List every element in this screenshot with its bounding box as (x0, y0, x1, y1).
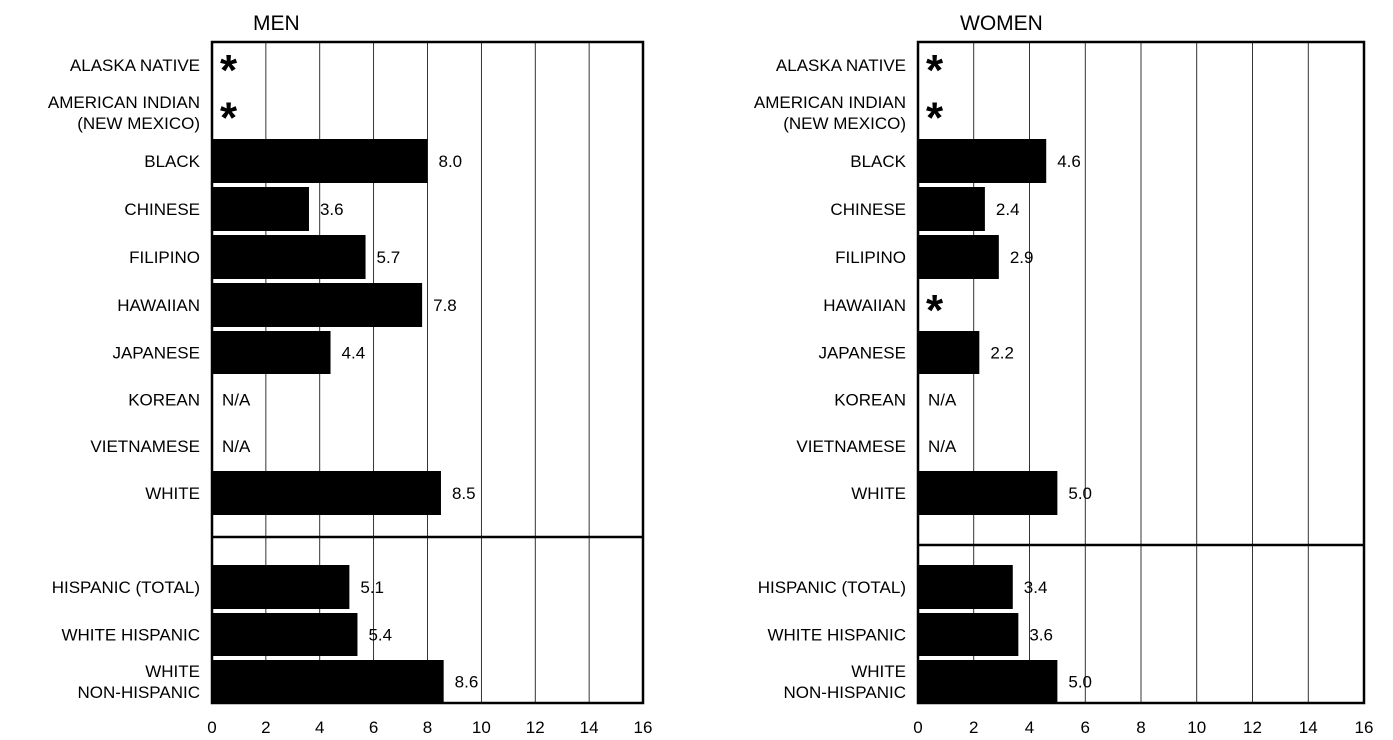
suppressed-marker: * (926, 94, 944, 143)
bar-hispanic-total (212, 565, 350, 609)
x-tick-label: 10 (1187, 718, 1206, 737)
category-label-chinese: CHINESE (124, 200, 200, 219)
x-tick-label: 14 (580, 718, 599, 737)
bar-white-non-hispanic (212, 660, 444, 703)
category-label-white-hispanic: WHITE HISPANIC (767, 626, 906, 645)
suppressed-marker: * (926, 286, 944, 335)
category-label-vietnamese: VIETNAMESE (90, 437, 200, 456)
data-label: 5.0 (1068, 484, 1092, 503)
data-label: 5.4 (368, 626, 392, 645)
data-label: 8.6 (455, 673, 479, 692)
bar-white-non-hispanic (918, 660, 1058, 703)
category-label-white: WHITE (851, 484, 906, 503)
data-label: 2.4 (996, 200, 1020, 219)
x-tick-label: 12 (526, 718, 545, 737)
category-label-filipino: FILIPINO (129, 248, 200, 267)
bar-white-hispanic (918, 613, 1019, 656)
category-label-american-indian-new-mexico: (NEW MEXICO) (783, 114, 906, 133)
bar-white (212, 471, 441, 515)
category-label-alaska-native: ALASKA NATIVE (776, 56, 906, 75)
data-label: 5.1 (360, 578, 384, 597)
data-label: 8.5 (452, 484, 476, 503)
bar-filipino (918, 235, 999, 279)
x-tick-label: 8 (423, 718, 432, 737)
bar-white (918, 471, 1058, 515)
x-tick-label: 0 (207, 718, 216, 737)
data-label: 8.0 (439, 152, 463, 171)
category-label-korean: KOREAN (128, 391, 200, 410)
category-label-alaska-native: ALASKA NATIVE (70, 56, 200, 75)
bar-filipino (212, 235, 366, 279)
category-label-black: BLACK (144, 152, 200, 171)
not-available-label: N/A (222, 437, 251, 456)
x-tick-label: 12 (1243, 718, 1262, 737)
bar-black (918, 139, 1047, 183)
category-label-hispanic-total: HISPANIC (TOTAL) (52, 578, 200, 597)
category-label-japanese: JAPANESE (112, 344, 200, 363)
data-label: 2.9 (1010, 248, 1034, 267)
category-label-white-hispanic: WHITE HISPANIC (61, 626, 200, 645)
x-tick-label: 0 (913, 718, 922, 737)
data-label: 7.8 (433, 296, 457, 315)
category-label-japanese: JAPANESE (818, 344, 906, 363)
category-label-american-indian-new-mexico: AMERICAN INDIAN (754, 93, 906, 112)
category-label-black: BLACK (850, 152, 906, 171)
x-tick-label: 4 (1025, 718, 1034, 737)
bar-hawaiian (212, 283, 423, 327)
bar-black (212, 139, 428, 183)
category-label-white-non-hispanic: WHITE (851, 662, 906, 681)
category-label-american-indian-new-mexico: (NEW MEXICO) (77, 114, 200, 133)
category-label-chinese: CHINESE (830, 200, 906, 219)
x-tick-label: 2 (261, 718, 270, 737)
category-label-white-non-hispanic: NON-HISPANIC (784, 683, 906, 702)
category-label-hawaiian: HAWAIIAN (823, 296, 906, 315)
data-label: 3.6 (1029, 626, 1053, 645)
category-label-american-indian-new-mexico: AMERICAN INDIAN (48, 93, 200, 112)
x-tick-label: 14 (1299, 718, 1318, 737)
x-tick-label: 16 (1355, 718, 1374, 737)
category-label-white-non-hispanic: WHITE (145, 662, 200, 681)
bar-chinese (918, 187, 985, 231)
bar-japanese (918, 331, 980, 374)
category-label-hispanic-total: HISPANIC (TOTAL) (758, 578, 906, 597)
category-label-white-non-hispanic: NON-HISPANIC (78, 683, 200, 702)
data-label: 2.2 (990, 344, 1014, 363)
x-tick-label: 2 (969, 718, 978, 737)
not-available-label: N/A (928, 391, 957, 410)
not-available-label: N/A (928, 437, 957, 456)
bar-hispanic-total (918, 565, 1013, 609)
not-available-label: N/A (222, 391, 251, 410)
bar-white-hispanic (212, 613, 358, 656)
data-label: 5.0 (1068, 673, 1092, 692)
category-label-hawaiian: HAWAIIAN (117, 296, 200, 315)
category-label-vietnamese: VIETNAMESE (796, 437, 906, 456)
data-label: 3.4 (1024, 578, 1048, 597)
x-tick-label: 16 (634, 718, 653, 737)
x-tick-label: 6 (369, 718, 378, 737)
x-tick-label: 6 (1081, 718, 1090, 737)
chart-title: WOMEN (960, 12, 1043, 35)
data-label: 4.4 (342, 344, 366, 363)
data-label: 4.6 (1057, 152, 1081, 171)
x-tick-label: 4 (315, 718, 324, 737)
bar-chinese (212, 187, 309, 231)
data-label: 3.6 (320, 200, 344, 219)
x-tick-label: 8 (1136, 718, 1145, 737)
women-chart-panel: WOMEN 0 2 4 6 8 10 12 14 16 ALASKA NATIVE * AMERICAN… (754, 12, 1374, 737)
category-label-korean: KOREAN (834, 391, 906, 410)
suppressed-marker: * (220, 46, 238, 95)
suppressed-marker: * (220, 94, 238, 143)
chart-title: MEN (253, 12, 300, 35)
category-label-filipino: FILIPINO (835, 248, 906, 267)
category-label-white: WHITE (145, 484, 200, 503)
x-tick-label: 10 (472, 718, 491, 737)
suppressed-marker: * (926, 46, 944, 95)
data-label: 5.7 (377, 248, 401, 267)
men-chart-panel: MEN 0 2 4 6 8 10 12 14 16 ALASKA NATIVE * AMERICAN I… (48, 12, 653, 737)
bar-japanese (212, 331, 331, 374)
